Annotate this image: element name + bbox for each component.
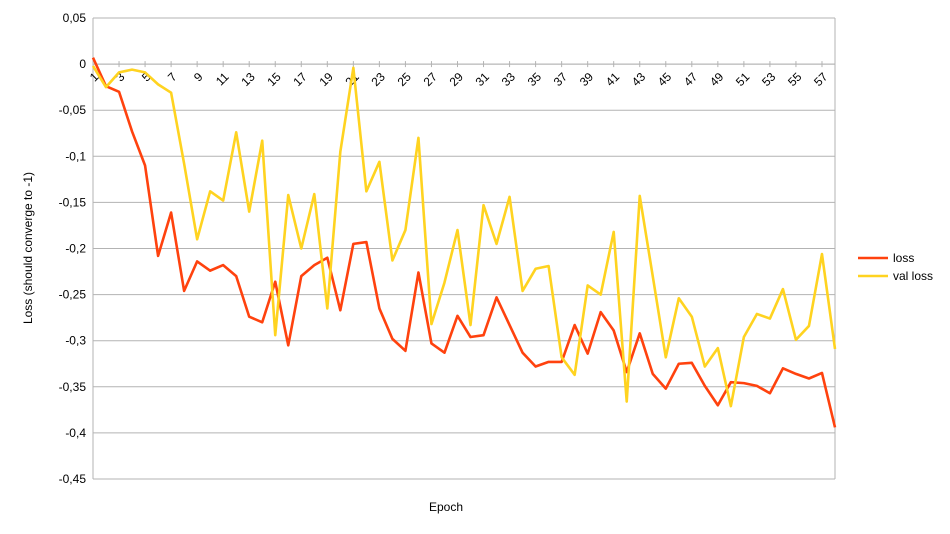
x-tick-label: 47 [681, 69, 701, 89]
x-tick-label: 29 [447, 69, 467, 89]
x-tick-label: 35 [525, 69, 545, 89]
y-tick-label: -0,35 [59, 380, 87, 394]
y-tick-label: -0,1 [65, 149, 86, 163]
x-tick-label: 51 [733, 69, 753, 89]
series-line-loss [91, 57, 837, 428]
x-tick-label: 15 [264, 69, 284, 89]
x-tick-label: 13 [238, 69, 258, 89]
x-axis-tick-labels: 1 3 5 7 9 11 13 15 17 19 21 23 25 27 29 31 33 35 37 39 41 43 4… [87, 61, 831, 89]
y-tick-label: -0,4 [65, 426, 86, 440]
series-lines [91, 57, 837, 428]
x-tick-label: 19 [316, 69, 336, 89]
x-tick-label: 43 [629, 69, 649, 89]
x-tick-label: 55 [785, 69, 805, 89]
x-tick-label: 33 [499, 69, 519, 89]
plot-area [92, 18, 836, 479]
legend: loss val loss [858, 251, 933, 283]
x-tick-label: 23 [369, 69, 389, 89]
x-tick-label: 53 [759, 69, 779, 89]
y-tick-label: -0,05 [59, 103, 87, 117]
series-line-val-loss [91, 65, 837, 408]
x-tick-label: 17 [290, 69, 310, 89]
x-tick-label: 11 [213, 69, 232, 88]
x-tick-label: 7 [165, 69, 180, 84]
x-tick-label: 39 [577, 69, 597, 89]
x-tick-label: 45 [655, 69, 675, 89]
x-tick-label: 41 [603, 69, 623, 89]
x-tick-label: 27 [421, 69, 441, 89]
x-tick-label: 9 [191, 69, 206, 84]
x-tick-label: 57 [811, 69, 831, 89]
legend-label: loss [893, 251, 914, 265]
y-axis-tick-labels: 0,05 0 -0,05 -0,1 -0,15 -0,2 -0,25 -0,3 -0,35 -0,… [59, 11, 87, 486]
x-tick-label: 31 [473, 69, 493, 89]
y-axis-label: Loss (should converge to -1) [21, 172, 35, 324]
y-tick-label: -0,2 [65, 242, 86, 256]
y-tick-label: -0,25 [59, 288, 87, 302]
y-tick-label: -0,3 [65, 334, 86, 348]
y-tick-label: -0,45 [59, 472, 87, 486]
legend-label: val loss [893, 269, 933, 283]
y-tick-label: 0,05 [63, 11, 87, 25]
y-tick-label: -0,15 [59, 195, 87, 209]
y-tick-label: 0 [79, 57, 86, 71]
x-axis-label: Epoch [429, 500, 463, 514]
x-tick-label: 37 [551, 69, 571, 89]
x-tick-label: 49 [707, 69, 727, 89]
x-tick-label: 25 [395, 69, 415, 89]
gridlines [93, 17, 835, 480]
